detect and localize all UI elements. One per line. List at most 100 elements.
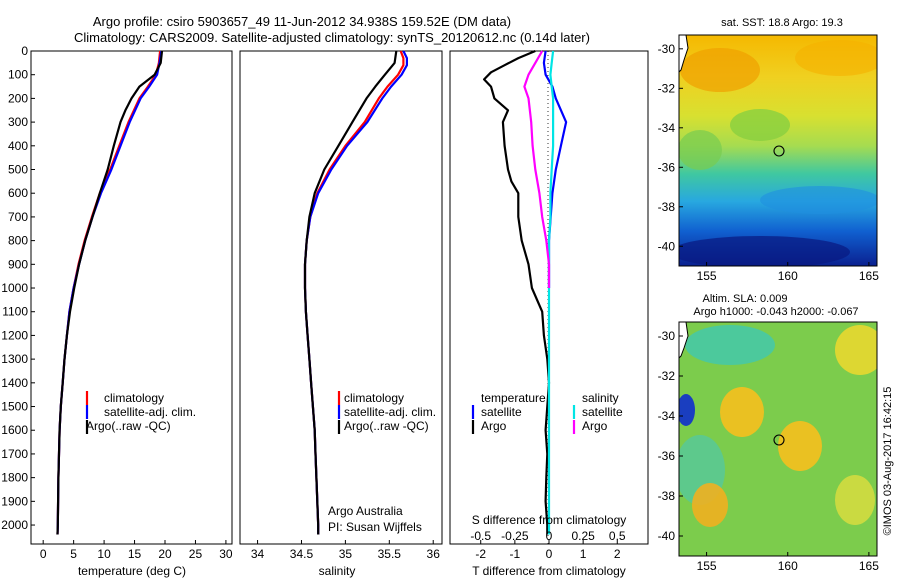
y-tick-label: 500 bbox=[8, 163, 28, 177]
legend-t-argo-label: Argo bbox=[481, 419, 507, 433]
sst-map-field bbox=[679, 35, 877, 266]
x-tick-label: 35.5 bbox=[378, 547, 402, 561]
difference-s-ticks: -0.5 -0.25 0 0.25 0.5 bbox=[470, 529, 626, 543]
sla-blue-patch bbox=[679, 394, 695, 426]
sst-map-frame bbox=[678, 34, 878, 267]
salinity-x-ticks: 34 34.5 35 35.5 36 bbox=[251, 540, 440, 561]
difference-panel: -2 -1 0 1 2 -0.5 -0.25 0 0.25 0.5 temperature sa… bbox=[449, 49, 649, 578]
temperature-x-label: temperature (deg C) bbox=[78, 564, 186, 578]
y-tick-label: 2000 bbox=[1, 518, 28, 532]
sla-yellow-patch bbox=[835, 325, 877, 375]
sst-warm-patch bbox=[795, 40, 877, 76]
x-tick-label: 2 bbox=[614, 547, 621, 561]
temperature-plot-frame bbox=[30, 50, 233, 545]
y-tick-label: 800 bbox=[8, 234, 28, 248]
legend-s-satellite-label: satellite bbox=[582, 405, 623, 419]
sst-cold-patch bbox=[679, 236, 850, 266]
temperature-panel: 0100200300400500600700800900100011001200… bbox=[1, 44, 233, 578]
sla-map-title-line1: Altim. SLA: 0.009 bbox=[703, 293, 788, 305]
sst-blue-patch bbox=[760, 186, 877, 214]
y-tick-label: 1400 bbox=[1, 376, 28, 390]
sla-map-title-line2: Argo h1000: -0.043 h2000: -0.067 bbox=[693, 306, 858, 318]
y-tick-label: 900 bbox=[8, 257, 28, 271]
map-y-tick-label: -34 bbox=[658, 409, 676, 423]
legend-argo-label: Argo(..raw -QC) bbox=[86, 419, 171, 433]
y-tick-label: 1300 bbox=[1, 352, 28, 366]
x-tick-label: 15 bbox=[128, 547, 142, 561]
y-tick-label: 1800 bbox=[1, 471, 28, 485]
x-tick-label: 36 bbox=[427, 547, 441, 561]
series-line-argo bbox=[303, 50, 398, 535]
x-tick-label: 1 bbox=[580, 547, 587, 561]
x-tick-label: 20 bbox=[158, 547, 172, 561]
y-tick-label: 400 bbox=[8, 139, 28, 153]
map-x-tick-label: 160 bbox=[778, 269, 798, 283]
map-x-tick-label: 165 bbox=[859, 269, 879, 283]
temperature-x-ticks: 0 5 10 15 20 25 30 bbox=[40, 540, 233, 561]
x-tick-label: 30 bbox=[219, 547, 233, 561]
figure-title-line1: Argo profile: csiro 5903657_49 11-Jun-20… bbox=[93, 14, 511, 29]
y-tick-label: 1200 bbox=[1, 328, 28, 342]
map-y-tick-label: -32 bbox=[658, 369, 676, 383]
legend-satellite-label: satellite-adj. clim. bbox=[104, 405, 196, 419]
temperature-series bbox=[56, 50, 164, 535]
y-tick-label: 0 bbox=[21, 44, 28, 58]
t-difference-label: T difference from climatology bbox=[472, 564, 626, 578]
sst-warm-patch bbox=[680, 48, 760, 92]
y-tick-label: 1900 bbox=[1, 494, 28, 508]
x-tick-label: 0 bbox=[546, 547, 553, 561]
map-y-tick-label: -36 bbox=[658, 160, 676, 174]
map-y-tick-label: -40 bbox=[658, 529, 676, 543]
y-tick-label: 200 bbox=[8, 91, 28, 105]
sla-map-frame bbox=[678, 321, 878, 557]
x-tick-label: -1 bbox=[510, 547, 521, 561]
sst-green-patch bbox=[730, 109, 790, 141]
y-tick-label: 1000 bbox=[1, 281, 28, 295]
x-tick-label: 34.5 bbox=[290, 547, 314, 561]
legend-salinity-heading: salinity bbox=[582, 391, 619, 405]
sla-yellow-patch bbox=[835, 475, 875, 525]
sla-cyan-patch bbox=[685, 325, 775, 365]
temperature-legend: climatology satellite-adj. clim. Argo(..… bbox=[85, 391, 196, 434]
sla-yellow-patch bbox=[778, 421, 822, 471]
sla-coastline bbox=[679, 322, 689, 359]
legend-satellite-label: satellite-adj. clim. bbox=[344, 405, 436, 419]
sla-map-ticks: 155 160 165 -30 -32 -34 -36 -38 -40 bbox=[658, 329, 880, 573]
map-x-tick-label: 155 bbox=[697, 559, 717, 573]
series-line-s-argo bbox=[523, 50, 551, 288]
y-tick-label: 1100 bbox=[2, 305, 28, 319]
s-tick-label: 0.5 bbox=[609, 529, 626, 543]
map-y-tick-label: -38 bbox=[658, 200, 676, 214]
map-y-tick-label: -38 bbox=[658, 489, 676, 503]
s-tick-label: -0.5 bbox=[470, 529, 491, 543]
credit-text: ©IMOS 03-Aug-2017 16:42:15 bbox=[882, 387, 894, 536]
series-line-argo bbox=[56, 50, 164, 535]
x-tick-label: 34 bbox=[251, 547, 265, 561]
difference-t-ticks: -2 -1 0 1 2 bbox=[475, 540, 621, 561]
temperature-y-ticks: 0 100 200 300 400 500 600 700 800 900 1000 1100 1200… bbox=[1, 44, 35, 532]
sla-yellow-patch bbox=[692, 483, 728, 527]
legend-climatology-label: climatology bbox=[344, 391, 404, 405]
sst-coastline bbox=[679, 35, 689, 73]
map-y-tick-label: -30 bbox=[658, 42, 676, 56]
sla-argo-marker bbox=[773, 434, 785, 446]
difference-series bbox=[483, 49, 568, 535]
x-tick-label: 10 bbox=[97, 547, 111, 561]
y-tick-label: 1700 bbox=[1, 447, 28, 461]
map-x-tick-label: 160 bbox=[778, 559, 798, 573]
legend-climatology-label: climatology bbox=[104, 391, 164, 405]
y-tick-label: 1500 bbox=[1, 400, 28, 414]
map-y-tick-label: -40 bbox=[658, 239, 676, 253]
x-tick-label: 35 bbox=[339, 547, 353, 561]
x-tick-label: -2 bbox=[475, 547, 486, 561]
y-tick-label: 300 bbox=[8, 115, 28, 129]
map-y-tick-label: -32 bbox=[658, 81, 676, 95]
sst-argo-marker bbox=[773, 145, 785, 157]
y-tick-label: 600 bbox=[8, 186, 28, 200]
legend-temperature-heading: temperature bbox=[481, 391, 546, 405]
y-tick-label: 700 bbox=[8, 210, 28, 224]
sst-map-title: sat. SST: 18.8 Argo: 19.3 bbox=[721, 17, 843, 29]
legend-s-argo-label: Argo bbox=[582, 419, 608, 433]
salinity-panel: 34 34.5 35 35.5 36 climatology satellite-adj… bbox=[239, 50, 443, 578]
